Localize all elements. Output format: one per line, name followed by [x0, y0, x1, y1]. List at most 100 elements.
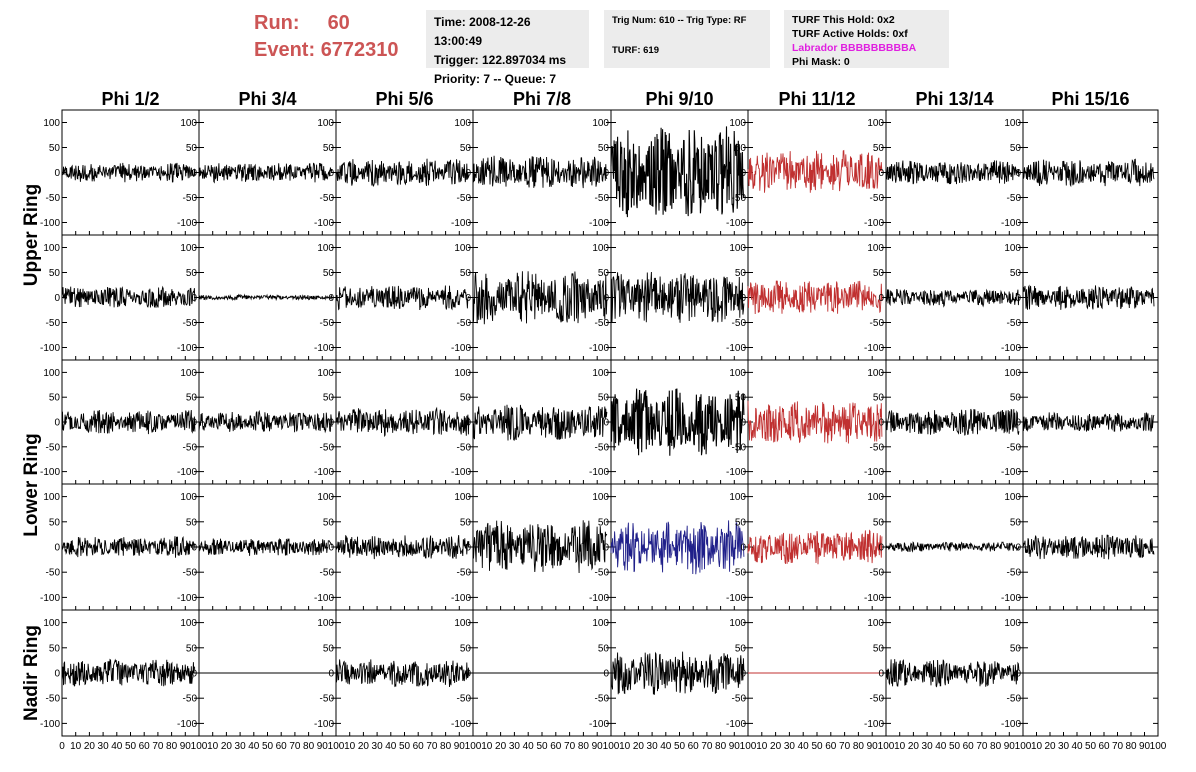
y-tick-label: -50 [1160, 318, 1175, 329]
y-tick-label: -50 [732, 318, 747, 329]
y-tick-label: 50 [186, 268, 198, 279]
y-tick-label: -50 [732, 193, 747, 204]
y-tick-label: 100 [454, 118, 471, 129]
x-tick-label: 100 [191, 741, 208, 752]
y-tick-label: 0 [878, 293, 884, 304]
x-tick-label: 80 [853, 741, 865, 752]
x-tick-label: 50 [1085, 741, 1097, 752]
y-tick-label: 50 [735, 143, 747, 154]
y-tick-label: 0 [1015, 669, 1021, 680]
event-header: Run: 60 Event: 6772310 Time: 2008-12-26 … [0, 0, 1196, 86]
x-tick-label: 0 [59, 741, 65, 752]
waveform-trace [1023, 284, 1155, 310]
y-tick-label: 50 [598, 643, 610, 654]
y-tick-label: -100 [1160, 343, 1180, 354]
y-tick-label: -50 [46, 694, 61, 705]
row-title: Upper Ring [21, 184, 42, 286]
run-value: 60 [327, 12, 350, 34]
y-tick-label: -50 [870, 193, 885, 204]
y-tick-label: 0 [465, 418, 471, 429]
y-tick-label: -100 [40, 593, 60, 604]
y-tick-label: 100 [592, 492, 609, 503]
column-title: Phi 11/12 [778, 89, 855, 109]
x-tick-label: 80 [166, 741, 178, 752]
y-tick-label: 50 [323, 143, 335, 154]
waveform-trace [610, 651, 745, 695]
y-tick-label: -50 [457, 318, 472, 329]
y-tick-label: 100 [317, 118, 334, 129]
x-tick-label: 20 [1044, 741, 1056, 752]
y-tick-label: 50 [323, 643, 335, 654]
waveform-trace [885, 659, 1020, 688]
x-tick-label: 100 [878, 741, 895, 752]
y-tick-label: -50 [870, 318, 885, 329]
y-tick-label: -50 [457, 193, 472, 204]
y-tick-label: 100 [317, 618, 334, 629]
y-tick-label: 50 [735, 517, 747, 528]
x-tick-label: 80 [715, 741, 727, 752]
y-tick-label: 50 [598, 268, 610, 279]
waveform-trace [885, 160, 1020, 185]
y-tick-label: 50 [186, 643, 198, 654]
y-tick-label: -50 [46, 193, 61, 204]
y-tick-label: 50 [1010, 268, 1022, 279]
y-tick-label: -50 [732, 568, 747, 579]
y-tick-label: 100 [867, 618, 884, 629]
waveform-trace [747, 280, 883, 315]
x-tick-label: 70 [701, 741, 713, 752]
x-tick-label: 60 [825, 741, 837, 752]
y-tick-label: 100 [454, 368, 471, 379]
y-tick-label: -100 [1160, 593, 1180, 604]
y-tick-label: 100 [180, 368, 197, 379]
y-tick-label: -50 [457, 694, 472, 705]
y-tick-label: 0 [603, 669, 609, 680]
column-title: Phi 3/4 [238, 89, 296, 109]
y-tick-label: -100 [864, 719, 884, 730]
y-tick-label: 100 [1160, 243, 1177, 254]
y-tick-label: -100 [314, 719, 334, 730]
y-tick-label: 100 [592, 368, 609, 379]
y-tick-label: -50 [320, 442, 335, 453]
y-tick-label: 0 [740, 669, 746, 680]
y-tick-label: -100 [177, 218, 197, 229]
y-tick-label: 0 [54, 168, 60, 179]
y-tick-label: 100 [43, 118, 60, 129]
y-tick-label: 0 [465, 543, 471, 554]
y-tick-label: 100 [43, 243, 60, 254]
x-tick-label: 40 [523, 741, 535, 752]
y-tick-label: 100 [1004, 368, 1021, 379]
x-tick-label: 30 [1058, 741, 1070, 752]
waveform-trace [610, 271, 745, 323]
y-tick-label: -100 [1001, 218, 1021, 229]
waveform-trace [335, 158, 470, 187]
y-tick-label: 0 [1015, 418, 1021, 429]
y-tick-label: 0 [191, 669, 197, 680]
priority-text: Priority: 7 -- Queue: 7 [434, 72, 557, 86]
phi-mask-text: Phi Mask: 0 [792, 56, 850, 68]
y-tick-label: -50 [732, 694, 747, 705]
x-tick-label: 50 [125, 741, 137, 752]
x-tick-label: 90 [1139, 741, 1151, 752]
turf-text: TURF: 619 [612, 45, 659, 56]
y-tick-label: 100 [592, 243, 609, 254]
waveform-trace [335, 659, 470, 688]
y-tick-label: -50 [870, 568, 885, 579]
y-tick-label: 50 [460, 393, 472, 404]
y-tick-label: -100 [726, 218, 746, 229]
y-tick-label: 0 [1160, 418, 1166, 429]
waveform-trace [610, 126, 745, 218]
y-tick-label: 100 [454, 618, 471, 629]
x-tick-label: 40 [935, 741, 947, 752]
y-tick-label: 100 [1160, 618, 1177, 629]
run-event-box: Run: 60 Event: 6772310 [254, 10, 399, 64]
x-tick-label: 60 [276, 741, 288, 752]
waveform-trace [472, 155, 608, 189]
x-tick-label: 10 [70, 741, 82, 752]
y-tick-label: 100 [729, 368, 746, 379]
turf-info-box: TURF This Hold: 0x2 TURF Active Holds: 0… [784, 10, 949, 68]
run-label: Run: [254, 12, 300, 34]
y-tick-label: 0 [878, 418, 884, 429]
y-tick-label: 0 [1015, 168, 1021, 179]
y-tick-label: 50 [1160, 143, 1172, 154]
y-tick-label: 100 [1004, 492, 1021, 503]
